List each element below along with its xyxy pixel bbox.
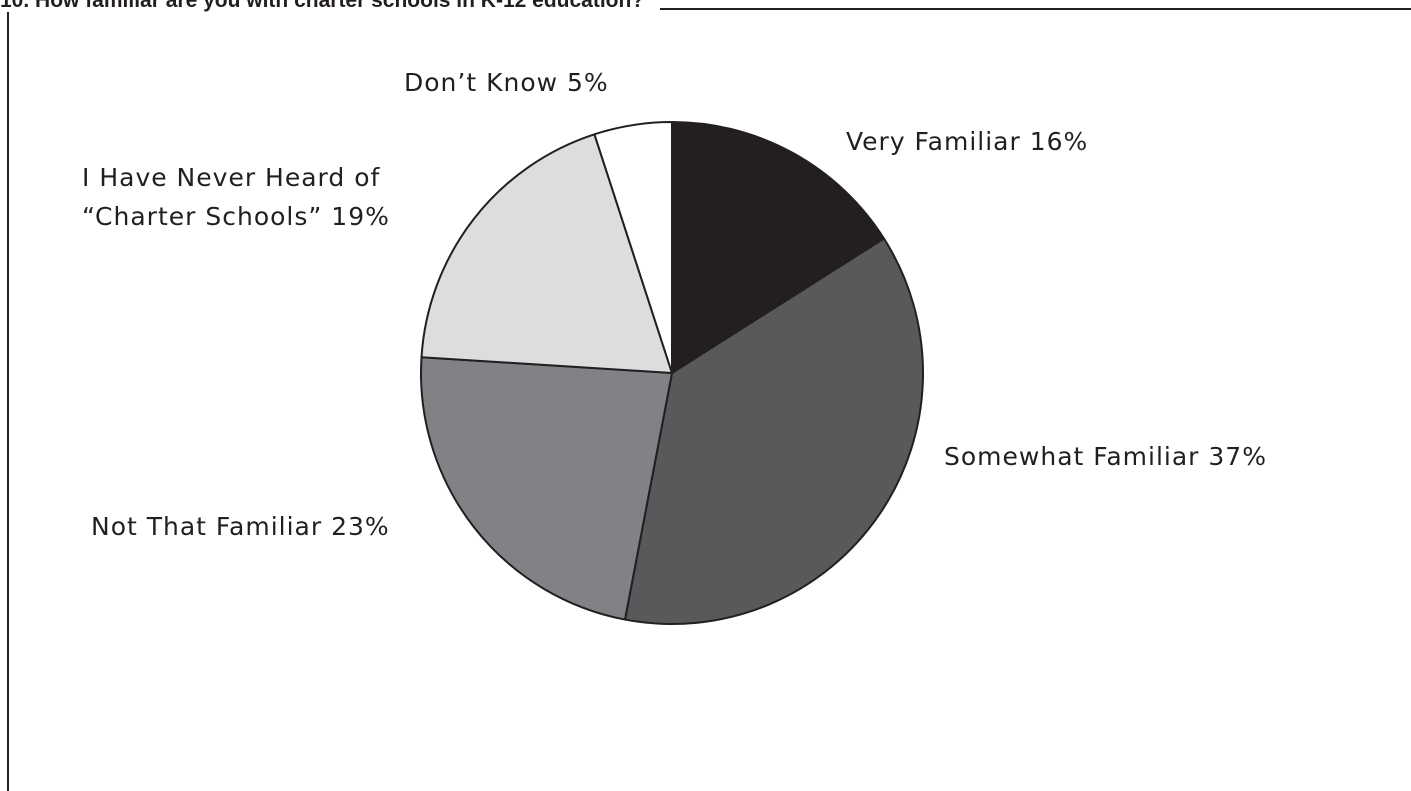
pie-slice-very-familiar — [671, 121, 885, 374]
slice-label-never-heard-line-1: I Have Never Heard of — [82, 163, 380, 192]
frame-left-rule — [7, 8, 9, 791]
question-title: 10. How familiar are you with charter sc… — [0, 0, 661, 12]
slice-label-not-that-familiar: Not That Familiar 23% — [91, 512, 390, 541]
pie-slice-not-that-familiar — [420, 356, 673, 621]
pie-slices — [420, 121, 924, 625]
slice-label-very-familiar: Very Familiar 16% — [846, 127, 1088, 156]
slice-label-somewhat-familiar: Somewhat Familiar 37% — [944, 442, 1267, 471]
frame-top-rule — [7, 8, 1411, 10]
slice-label-dont-know: Don’t Know 5% — [404, 68, 609, 97]
pie-slice-never-heard — [420, 133, 673, 374]
pie-labels: Very Familiar 16% Somewhat Familiar 37% … — [82, 68, 1267, 541]
pie-slice-somewhat-familiar — [623, 237, 924, 625]
slice-label-never-heard-line-2: “Charter Schools” 19% — [82, 202, 390, 231]
pie-slice-dont-know — [593, 121, 673, 374]
